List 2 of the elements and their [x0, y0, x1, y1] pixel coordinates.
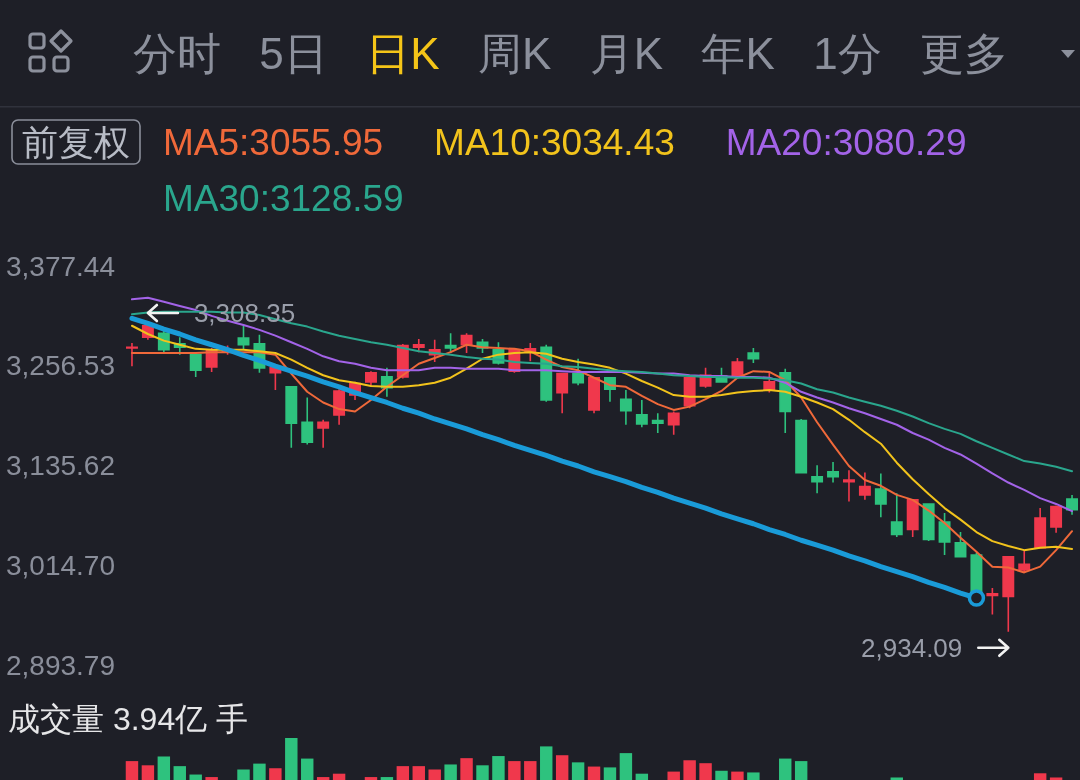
- title: 成交量 3.94亿 手: [8, 701, 249, 737]
- annotation: 2,934.09: [861, 632, 963, 663]
